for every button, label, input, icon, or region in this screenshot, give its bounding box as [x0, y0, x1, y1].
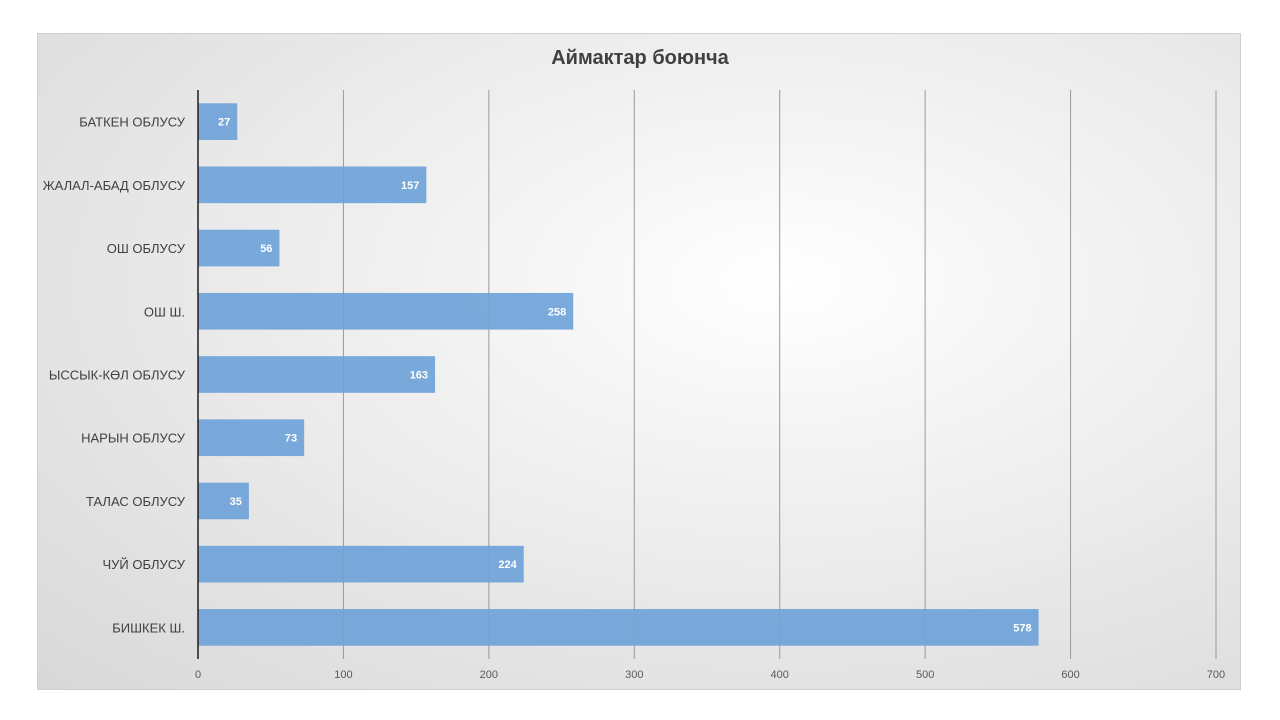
x-tick-label-4: 400	[771, 669, 789, 681]
data-label-7: 224	[498, 559, 517, 571]
x-tick-label-1: 100	[334, 669, 352, 681]
category-label-0: БАТКЕН ОБЛУСУ	[79, 115, 185, 130]
x-tick-label-3: 300	[625, 669, 643, 681]
category-label-2: ОШ ОБЛУСУ	[107, 241, 186, 256]
bar-4	[198, 356, 436, 393]
category-label-7: ЧУЙ ОБЛУСУ	[102, 557, 185, 572]
data-label-0: 27	[218, 117, 230, 129]
x-tick-label-0: 0	[195, 669, 201, 681]
bar-7	[198, 545, 524, 583]
category-label-5: НАРЫН ОБЛУСУ	[81, 431, 186, 446]
category-label-3: ОШ Ш.	[144, 304, 185, 319]
data-label-6: 35	[230, 496, 242, 508]
x-tick-label-6: 600	[1061, 669, 1079, 681]
bar-5	[198, 419, 305, 457]
bar-0	[198, 103, 238, 140]
bar-6	[198, 482, 249, 520]
data-label-3: 258	[548, 306, 566, 318]
bar-1	[198, 166, 427, 204]
data-label-5: 73	[285, 433, 297, 445]
category-label-1: ЖАЛАЛ-АБАД ОБЛУСУ	[43, 178, 186, 193]
category-label-4: ЫССЫК-КӨЛ ОБЛУСУ	[49, 368, 186, 383]
bar-3	[198, 292, 574, 330]
x-tick-label-2: 200	[480, 669, 498, 681]
x-tick-label-5: 500	[916, 669, 934, 681]
category-label-8: БИШКЕК Ш.	[112, 620, 185, 635]
bar-2	[198, 229, 280, 267]
x-tick-label-7: 700	[1207, 669, 1225, 681]
data-label-4: 163	[410, 370, 428, 382]
data-label-1: 157	[401, 180, 419, 192]
bar-8	[198, 609, 1039, 646]
data-label-8: 578	[1013, 622, 1031, 634]
data-label-2: 56	[260, 243, 272, 255]
chart-title: Аймактар боюнча	[551, 47, 729, 69]
category-label-6: ТАЛАС ОБЛУСУ	[86, 494, 186, 509]
